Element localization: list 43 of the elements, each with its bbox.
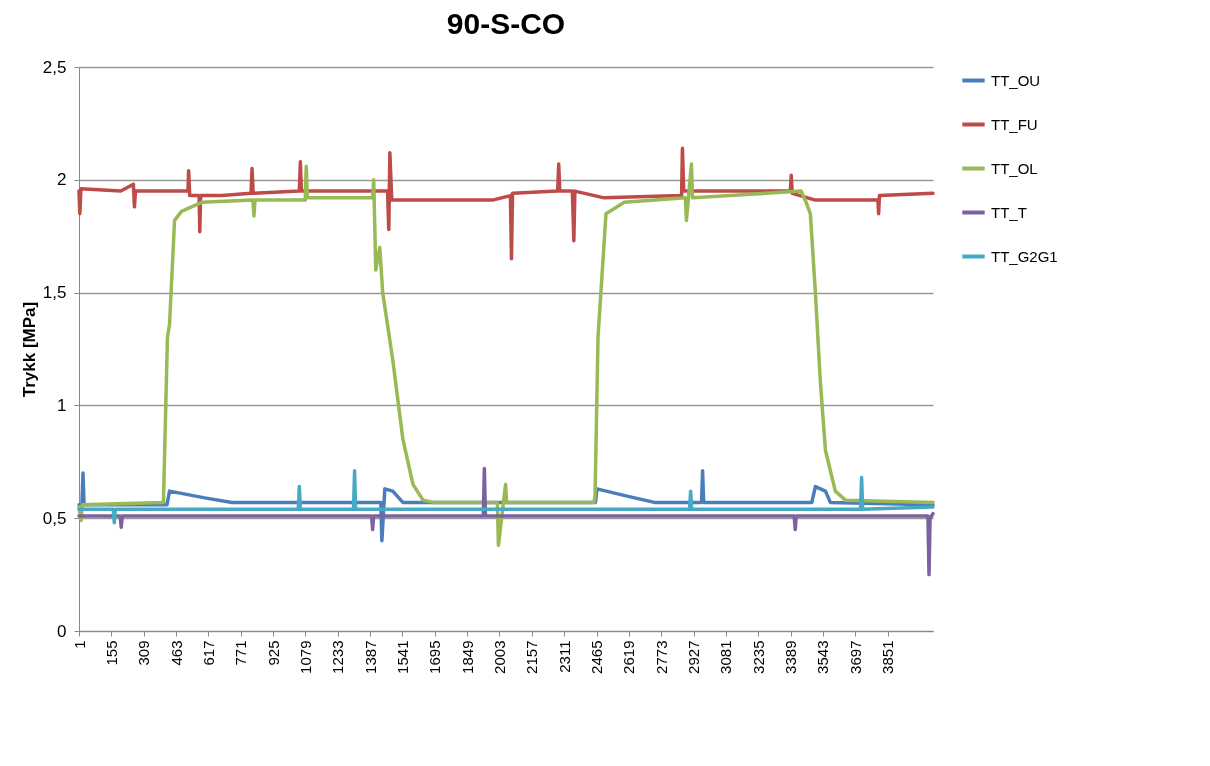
x-tick-label: 771 [232, 640, 250, 666]
y-tick-label: 1 [57, 395, 67, 415]
x-tick-label: 2465 [588, 640, 606, 674]
x-tick-label: 2311 [555, 640, 573, 673]
x-tick-label: 3697 [846, 640, 864, 674]
legend-label: TT_OL [991, 159, 1038, 177]
y-tick-label: 0 [57, 621, 67, 641]
line-series [77, 146, 935, 261]
x-tick-label: 463 [167, 640, 185, 666]
y-tick-label: 1,5 [42, 283, 67, 303]
x-tick-label: 1 [70, 640, 88, 649]
x-tick-label: 1849 [458, 640, 476, 674]
x-tick-label: 1387 [361, 640, 379, 674]
x-tick-label: 3851 [879, 640, 897, 674]
legend-label: TT_FU [991, 115, 1038, 133]
x-tick-label: 1233 [329, 640, 347, 674]
line-series [77, 162, 935, 548]
chart-title: 90-S-CO [446, 7, 566, 40]
x-tick-label: 3543 [814, 640, 832, 674]
x-tick-label: 2619 [620, 640, 638, 674]
x-tick-label: 309 [135, 640, 153, 666]
x-tick-label: 3081 [717, 640, 735, 674]
y-tick-label: 0,5 [42, 508, 67, 528]
x-tick-label: 155 [102, 640, 120, 666]
legend-label: TT_OU [991, 71, 1041, 89]
x-tick-label: 2003 [490, 640, 508, 674]
x-tick-label: 2927 [685, 640, 703, 674]
y-axis-title: Trykk [MPa] [19, 301, 39, 398]
x-tick-label: 1541 [393, 640, 411, 674]
x-tick-label: 3389 [782, 640, 800, 674]
y-tick-label: 2,5 [42, 57, 67, 77]
legend-label: TT_G2G1 [991, 247, 1058, 265]
x-tick-label: 2773 [652, 640, 670, 674]
line-series [77, 469, 935, 525]
x-tick-label: 1695 [426, 640, 444, 674]
y-tick-label: 2 [57, 170, 67, 190]
legend-label: TT_T [991, 203, 1027, 221]
x-tick-label: 1079 [296, 640, 314, 674]
x-tick-label: 3235 [749, 640, 767, 674]
x-tick-label: 925 [264, 640, 282, 666]
x-tick-label: 617 [199, 640, 217, 666]
x-tick-label: 2157 [523, 640, 541, 674]
line-series [77, 466, 935, 577]
